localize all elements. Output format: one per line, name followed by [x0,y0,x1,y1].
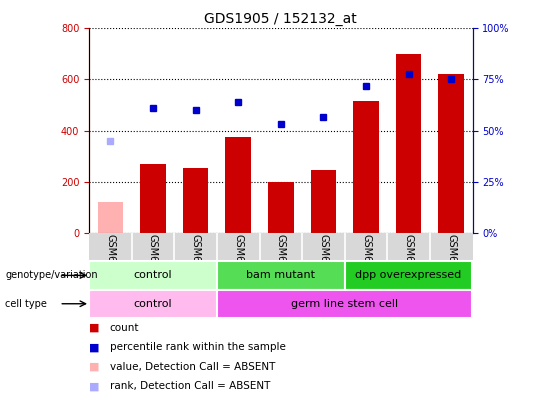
Text: dpp overexpressed: dpp overexpressed [355,271,462,280]
Bar [438,75,464,233]
Text: cell type: cell type [5,299,48,309]
Text: GSM60515: GSM60515 [105,234,116,287]
Text: germ line stem cell: germ line stem cell [291,299,399,309]
Text: genotype/variation: genotype/variation [5,271,98,280]
Text: ■: ■ [89,382,99,391]
Bar [353,101,379,233]
Bar [183,168,208,233]
Text: GSM60517: GSM60517 [191,234,200,287]
Text: GSM60503: GSM60503 [319,234,328,287]
Text: ■: ■ [89,362,99,372]
Bar [217,261,345,290]
Text: GSM60510: GSM60510 [361,234,371,287]
Text: GSM60498: GSM60498 [233,234,243,287]
Text: GSM60500: GSM60500 [276,234,286,287]
Text: GSM60512: GSM60512 [403,234,414,287]
Bar [98,202,123,233]
Text: ■: ■ [89,323,99,333]
Bar [217,290,472,318]
Text: GSM60513: GSM60513 [446,234,456,287]
Bar [225,137,251,233]
Bar [345,261,472,290]
Text: bam mutant: bam mutant [246,271,315,280]
Bar [396,54,421,233]
Text: GSM60516: GSM60516 [148,234,158,287]
Bar [268,182,294,233]
Text: control: control [134,271,172,280]
Text: ■: ■ [89,343,99,352]
Bar [89,261,217,290]
Text: control: control [134,299,172,309]
Bar [140,164,166,233]
Text: rank, Detection Call = ABSENT: rank, Detection Call = ABSENT [110,382,270,391]
Bar [89,290,217,318]
Text: value, Detection Call = ABSENT: value, Detection Call = ABSENT [110,362,275,372]
Title: GDS1905 / 152132_at: GDS1905 / 152132_at [205,12,357,26]
Text: count: count [110,323,139,333]
Text: percentile rank within the sample: percentile rank within the sample [110,343,286,352]
Bar [310,170,336,233]
